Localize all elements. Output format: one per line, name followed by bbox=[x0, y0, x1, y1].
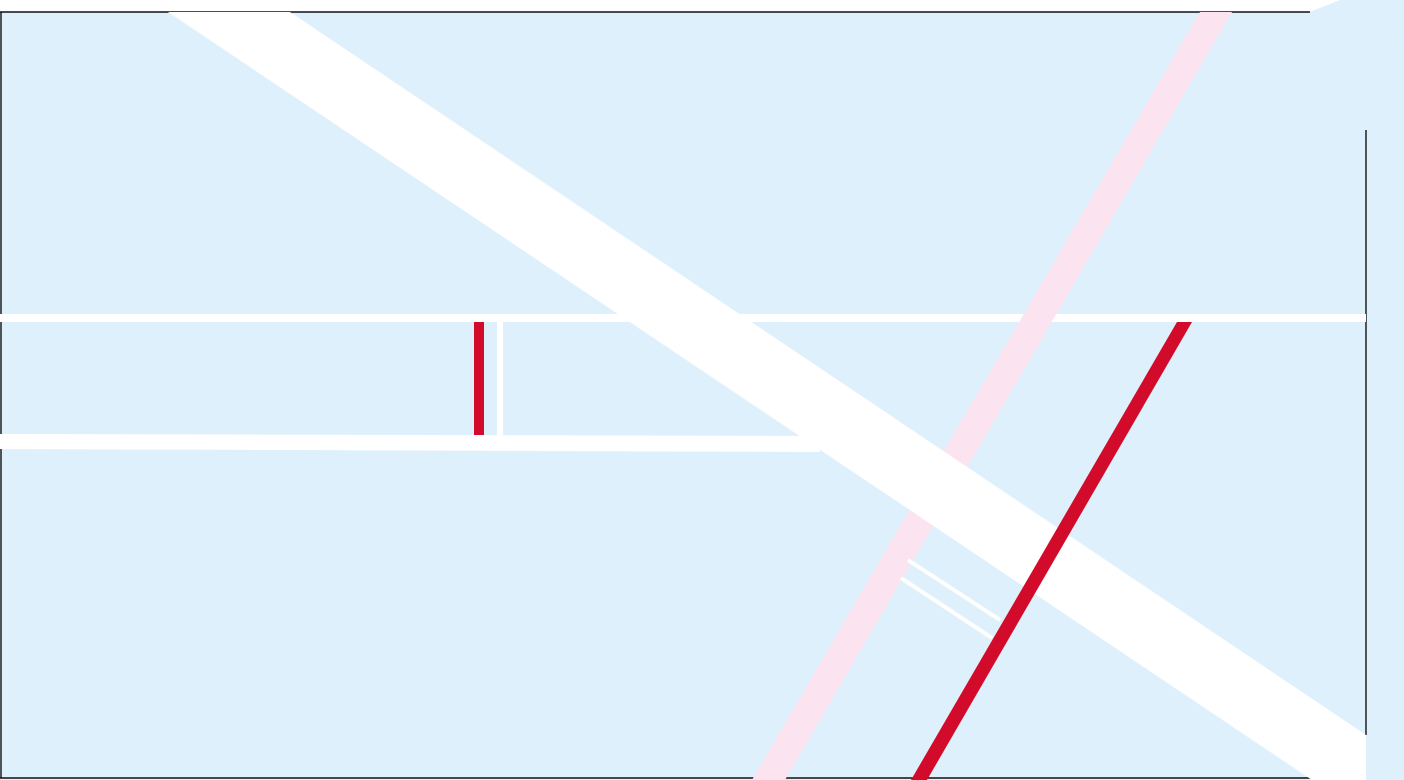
shoreline-blob bbox=[1310, 3, 1403, 131]
pink-road[interactable] bbox=[752, 12, 1232, 780]
vertical-connector-road[interactable] bbox=[497, 322, 503, 435]
service-road-b[interactable] bbox=[899, 576, 994, 640]
red-road-diagonal[interactable] bbox=[911, 322, 1192, 780]
service-road-a[interactable] bbox=[906, 558, 1002, 622]
major-road-diagonal[interactable] bbox=[168, 12, 1366, 780]
red-road-short[interactable] bbox=[474, 322, 484, 435]
horizontal-road-lower[interactable] bbox=[0, 434, 820, 452]
